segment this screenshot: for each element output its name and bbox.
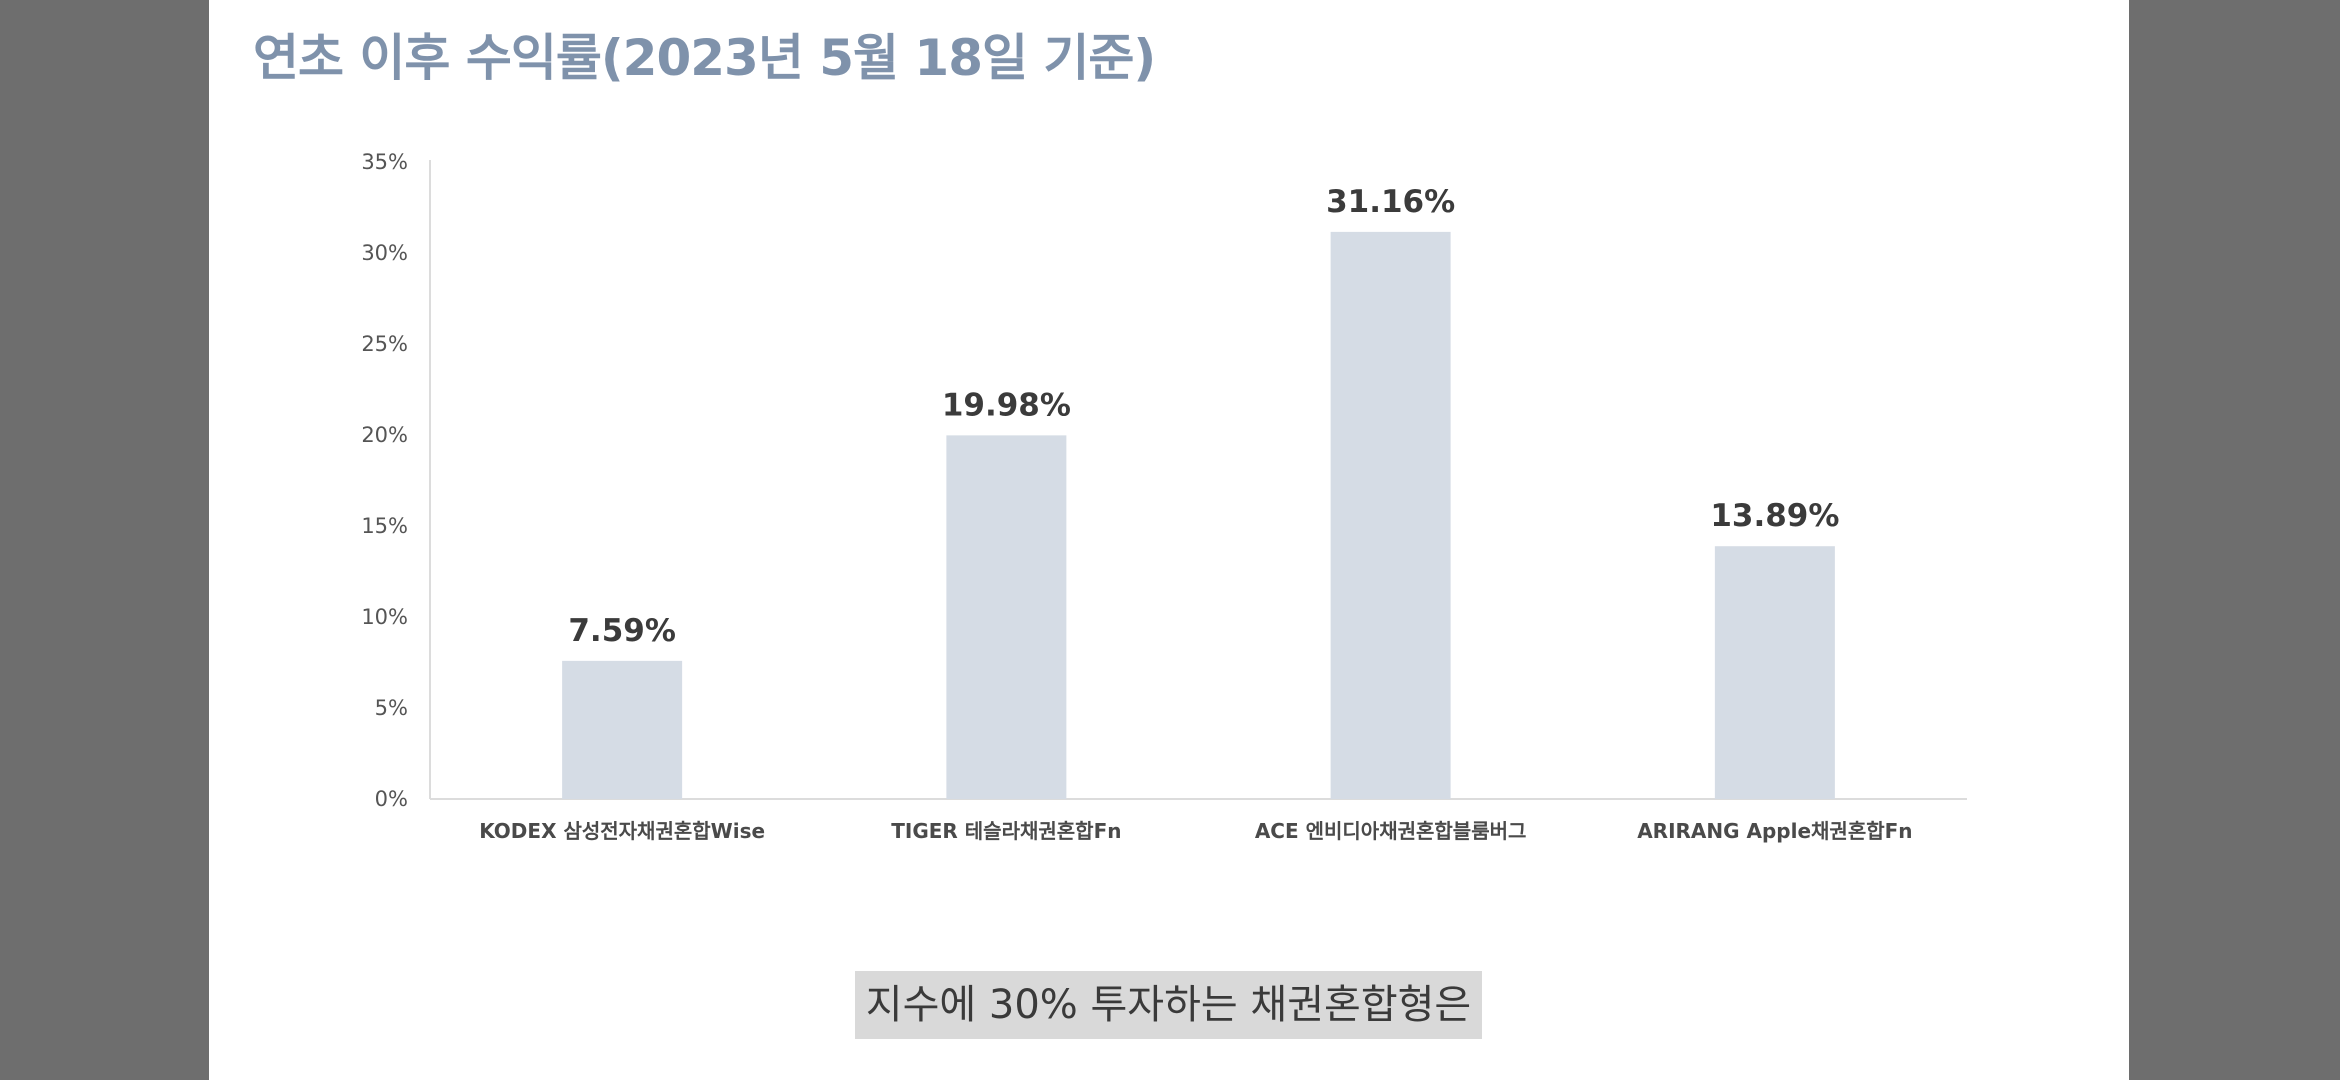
data-label: 13.89%: [1710, 498, 1839, 534]
x-tick-label: KODEX 삼성전자채권혼합Wise: [479, 819, 765, 843]
x-tick-label: ARIRANG Apple채권혼합Fn: [1637, 819, 1912, 843]
data-label: 31.16%: [1326, 184, 1455, 220]
bar-chart: 0% 5% 10% 15% 20% 25% 30% 35% 7.59% KODEX 삼성전자채권혼…: [361, 150, 1967, 843]
x-tick-label: TIGER 테슬라채권혼합Fn: [891, 819, 1121, 843]
y-tick-label: 10%: [361, 605, 408, 629]
chart-title: 연초 이후 수익률(2023년 5월 18일 기준): [253, 29, 1156, 87]
right-letterbox: [2129, 0, 2340, 1080]
y-tick-label: 25%: [361, 332, 408, 356]
left-letterbox: [0, 0, 209, 1080]
y-tick-label: 30%: [361, 241, 408, 265]
data-label: 19.98%: [942, 387, 1071, 423]
y-tick-label: 5%: [375, 696, 408, 720]
y-tick-label: 15%: [361, 514, 408, 538]
bar: [562, 660, 683, 799]
x-tick-label: ACE 엔비디아채권혼합블룸버그: [1255, 819, 1527, 843]
y-tick-label: 35%: [361, 150, 408, 174]
data-label: 7.59%: [568, 613, 676, 649]
bar: [1714, 546, 1835, 799]
y-tick-label: 0%: [375, 787, 408, 811]
video-caption: 지수에 30% 투자하는 채권혼합형은: [855, 971, 1482, 1039]
y-tick-label: 20%: [361, 423, 408, 447]
slide: 연초 이후 수익률(2023년 5월 18일 기준) 0% 5% 10% 15% 20%…: [209, 0, 2129, 1080]
bar: [946, 435, 1067, 799]
bar: [1330, 231, 1451, 799]
